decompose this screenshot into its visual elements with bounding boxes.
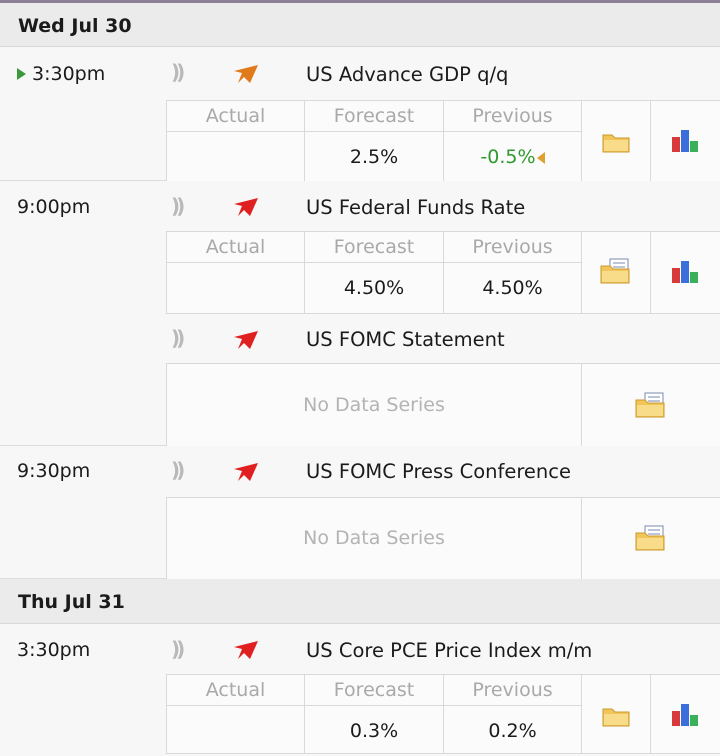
event-values-grid: Actual Forecast Previous 0.3% 0.2% [166,674,720,754]
forecast-value: 2.5% [305,132,444,182]
bar-chart-icon[interactable] [671,258,701,284]
sound-icon[interactable]: )) [171,637,185,661]
forecast-value: 4.50% [305,263,444,314]
detail-cell[interactable] [582,364,720,447]
forecast-header: Forecast [305,675,444,706]
event-title[interactable]: US Core PCE Price Index m/m [306,639,593,662]
impact-icon [234,198,258,216]
day-date: Wed Jul 30 [18,15,132,37]
sound-icon[interactable]: )) [171,458,185,482]
event-time: 9:00pm [17,196,91,218]
day-header: Wed Jul 30 [0,3,720,47]
event-title[interactable]: US FOMC Press Conference [306,460,572,483]
day-header: Thu Jul 31 [0,579,720,624]
chart-cell[interactable] [651,101,720,182]
previous-header: Previous [444,232,582,263]
previous-value: 0.2% [444,706,582,754]
sound-icon[interactable]: )) [171,194,185,218]
event-time: 3:30pm [17,63,105,85]
chart-cell[interactable] [651,675,720,754]
event-title[interactable]: US FOMC Statement [306,328,505,351]
top-accent-line [0,0,720,3]
bar-chart-icon[interactable] [671,127,701,153]
sound-icon[interactable]: )) [171,326,185,350]
actual-value [167,132,305,182]
actual-value [167,263,305,314]
event-row[interactable]: 3:30pm )) US Advance GDP q/q Actual Fore… [0,47,720,182]
no-data-label: No Data Series [167,498,582,580]
sound-icon[interactable]: )) [171,60,185,84]
event-group: 9:00pm )) US Federal Funds Rate Actual F… [0,181,720,447]
event-row[interactable]: 9:30pm )) US FOMC Press Conference No Da… [0,446,720,580]
event-title[interactable]: US Federal Funds Rate [306,196,526,219]
folder-news-icon[interactable] [600,258,632,284]
actual-header: Actual [167,101,305,132]
actual-header: Actual [167,232,305,263]
detail-cell[interactable] [582,498,720,580]
impact-icon [234,641,258,659]
event-time: 3:30pm [17,639,91,661]
impact-icon [234,65,258,83]
folder-news-icon[interactable] [635,525,667,551]
previous-header: Previous [444,675,582,706]
forecast-value: 0.3% [305,706,444,754]
impact-icon [234,331,258,349]
folder-icon[interactable] [602,705,630,727]
forecast-header: Forecast [305,232,444,263]
event-title[interactable]: US Advance GDP q/q [306,63,509,86]
event-values-grid: No Data Series [166,497,720,580]
actual-value [167,706,305,754]
event-values-grid: Actual Forecast Previous 2.5% -0.5% [166,100,720,182]
event-row[interactable]: 3:30pm )) US Core PCE Price Index m/m Ac… [0,624,720,754]
previous-header: Previous [444,101,582,132]
day-date: Thu Jul 31 [18,591,125,613]
folder-icon[interactable] [602,131,630,153]
bar-chart-icon[interactable] [671,701,701,727]
detail-cell[interactable] [582,232,651,314]
forecast-header: Forecast [305,101,444,132]
event-values-grid: Actual Forecast Previous 4.50% 4.50% [166,231,720,314]
event-values-grid: No Data Series [166,363,720,447]
folder-news-icon[interactable] [635,392,667,418]
no-data-label: No Data Series [167,364,582,447]
previous-value: -0.5% [444,132,582,182]
event-time: 9:30pm [17,460,91,482]
revised-marker-icon [536,151,545,164]
detail-cell[interactable] [582,101,651,182]
previous-value: 4.50% [444,263,582,314]
chart-cell[interactable] [651,232,720,314]
detail-cell[interactable] [582,675,651,754]
actual-header: Actual [167,675,305,706]
impact-icon [234,463,258,481]
